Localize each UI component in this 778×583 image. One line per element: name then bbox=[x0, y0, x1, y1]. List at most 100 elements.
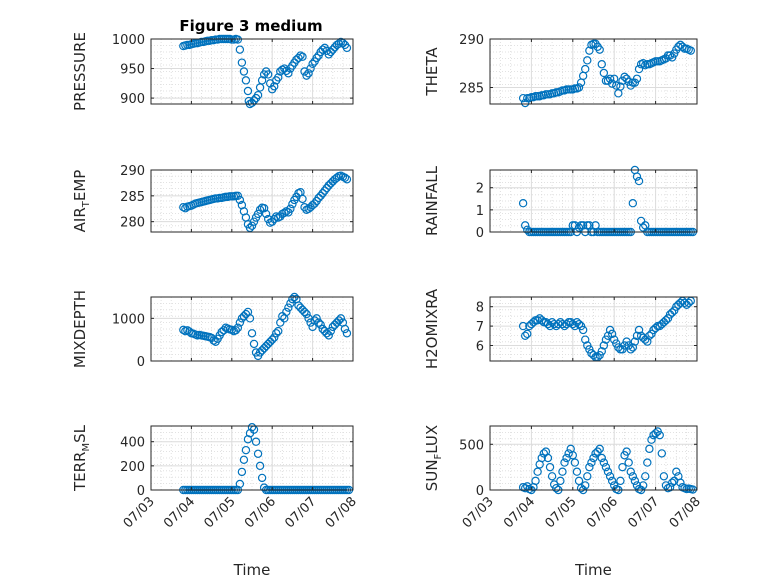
data-point bbox=[304, 69, 313, 78]
data-point bbox=[684, 298, 693, 308]
data-point bbox=[255, 205, 265, 214]
data-point bbox=[574, 83, 584, 92]
data-point bbox=[603, 331, 613, 340]
data-point bbox=[607, 329, 617, 339]
data-point bbox=[326, 326, 335, 336]
y-tick-label: 7 bbox=[476, 320, 484, 335]
data-point bbox=[552, 483, 561, 493]
data-point bbox=[241, 445, 251, 455]
y-axis-label: THETA bbox=[423, 47, 441, 97]
data-point bbox=[298, 194, 307, 204]
y-axis-label-part: LUX bbox=[423, 425, 441, 454]
subplot-8: 0 500 SUNFLUX 07/03 07/04 07/05 07/06 07/07 07/0… bbox=[423, 425, 704, 579]
data-point bbox=[247, 221, 257, 230]
data-point bbox=[665, 483, 675, 492]
data-point bbox=[591, 449, 600, 458]
data-point bbox=[585, 462, 594, 472]
data-point bbox=[576, 483, 586, 493]
data-point bbox=[280, 208, 289, 218]
x-tick-label: 07/08 bbox=[323, 494, 360, 531]
data-point bbox=[518, 199, 528, 208]
y-axis-label-part: AIR bbox=[71, 207, 89, 232]
data-point bbox=[270, 82, 279, 91]
data-series bbox=[518, 296, 695, 362]
data-point bbox=[332, 173, 342, 182]
data-point bbox=[626, 467, 635, 476]
y-axis-label-part: TERR bbox=[71, 452, 89, 493]
data-point bbox=[543, 453, 553, 463]
data-point bbox=[336, 314, 346, 323]
axes-box bbox=[489, 169, 698, 233]
data-point bbox=[661, 316, 671, 325]
y-axis-label-part: EMP bbox=[71, 170, 89, 201]
data-point bbox=[622, 447, 631, 456]
x-axis-label: Time bbox=[233, 561, 271, 579]
y-axis-label: RAINFALL bbox=[423, 165, 441, 236]
data-point bbox=[560, 458, 569, 467]
data-point bbox=[630, 476, 640, 486]
data-point bbox=[655, 430, 664, 440]
data-point bbox=[667, 478, 677, 487]
y-tick-label: 8 bbox=[476, 301, 484, 316]
data-point bbox=[665, 51, 675, 60]
data-point bbox=[310, 316, 319, 325]
data-point bbox=[235, 479, 245, 489]
data-point bbox=[645, 444, 654, 454]
data-point bbox=[231, 326, 241, 335]
data-point bbox=[251, 437, 261, 446]
data-point bbox=[583, 472, 592, 481]
y-axis-label: MIXDEPTH bbox=[71, 290, 89, 368]
data-point bbox=[520, 98, 530, 108]
data-point bbox=[282, 307, 291, 317]
axes-box bbox=[489, 425, 698, 491]
data-point bbox=[179, 325, 188, 335]
data-point bbox=[632, 172, 642, 181]
data-point bbox=[523, 329, 532, 339]
data-series bbox=[179, 171, 352, 233]
data-point bbox=[302, 309, 311, 319]
y-axis-label-subscript: M bbox=[81, 443, 92, 452]
data-point bbox=[316, 191, 325, 201]
x-tick-label: 07/04 bbox=[161, 494, 198, 531]
axes-box bbox=[150, 296, 354, 362]
y-axis-label-part: SUN bbox=[423, 459, 441, 491]
data-point bbox=[545, 462, 555, 472]
data-point bbox=[320, 186, 329, 195]
data-point bbox=[547, 472, 557, 481]
x-tick-label: 07/07 bbox=[282, 494, 319, 531]
data-point bbox=[314, 318, 323, 327]
data-point bbox=[340, 173, 350, 182]
data-point bbox=[638, 481, 648, 490]
data-point bbox=[286, 204, 295, 213]
data-point bbox=[518, 321, 528, 331]
data-point bbox=[278, 65, 287, 74]
data-point bbox=[638, 59, 648, 68]
data-point bbox=[284, 69, 293, 78]
y-tick-label: 280 bbox=[120, 216, 145, 231]
y-tick-label: 0 bbox=[137, 484, 145, 499]
subplot-3: 280 285 290 AIRTEMP bbox=[71, 164, 354, 233]
data-point bbox=[581, 64, 590, 74]
data-point bbox=[578, 325, 588, 335]
data-point bbox=[324, 331, 333, 340]
x-tick-label: 07/03 bbox=[460, 494, 497, 531]
data-point bbox=[306, 64, 315, 73]
axes-box bbox=[150, 169, 354, 233]
data-point bbox=[624, 458, 633, 467]
x-tick-label: 07/06 bbox=[584, 494, 621, 531]
data-point bbox=[628, 343, 638, 352]
data-point bbox=[634, 64, 644, 74]
data-point bbox=[253, 209, 263, 219]
data-point bbox=[286, 299, 295, 308]
data-point bbox=[570, 458, 580, 467]
y-axis-label-part: SL bbox=[71, 424, 89, 443]
data-point bbox=[237, 467, 247, 477]
data-point bbox=[616, 476, 625, 486]
data-point bbox=[581, 335, 590, 344]
data-point bbox=[237, 58, 247, 67]
data-point bbox=[543, 319, 553, 329]
data-point bbox=[306, 318, 315, 327]
data-point bbox=[274, 326, 283, 336]
y-axis-label: TERRMSL bbox=[71, 424, 92, 492]
data-point bbox=[605, 74, 615, 83]
